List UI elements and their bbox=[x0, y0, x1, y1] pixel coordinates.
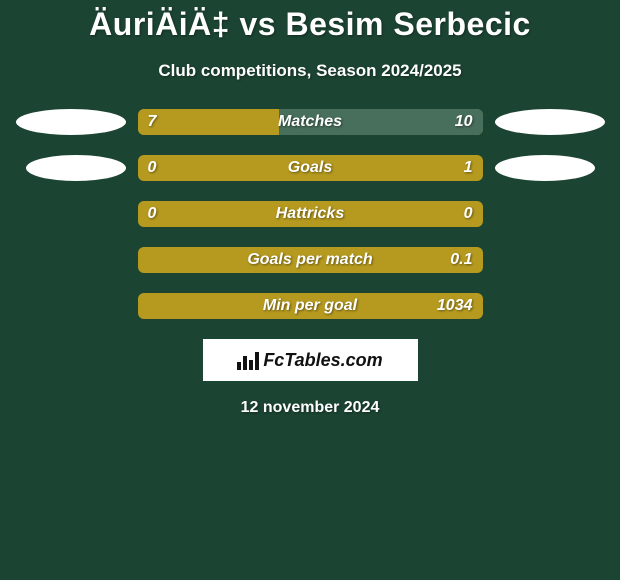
comparison-subtitle: Club competitions, Season 2024/2025 bbox=[0, 61, 620, 81]
bar-row: 01Goals bbox=[0, 155, 620, 181]
player-marker-right bbox=[495, 109, 605, 135]
brand-box: FcTables.com bbox=[203, 339, 418, 381]
date-label: 12 november 2024 bbox=[0, 399, 620, 417]
bar-chart-icon bbox=[237, 350, 259, 370]
brand-text: FcTables.com bbox=[263, 350, 382, 371]
bar-label: Hattricks bbox=[138, 201, 483, 227]
bar-label: Goals per match bbox=[138, 247, 483, 273]
stat-bar: 710Matches bbox=[138, 109, 483, 135]
bar-label: Goals bbox=[138, 155, 483, 181]
comparison-bars: 710Matches 01Goals 00Hattricks 0.1Goals per… bbox=[0, 109, 620, 319]
stat-bar: 00Hattricks bbox=[138, 201, 483, 227]
stat-bar: 0.1Goals per match bbox=[138, 247, 483, 273]
stat-bar: 1034Min per goal bbox=[138, 293, 483, 319]
bar-label: Min per goal bbox=[138, 293, 483, 319]
bar-row: 710Matches bbox=[0, 109, 620, 135]
player-marker-left bbox=[16, 109, 126, 135]
player-marker-right bbox=[495, 155, 595, 181]
stat-bar: 01Goals bbox=[138, 155, 483, 181]
bar-row: 0.1Goals per match bbox=[0, 247, 620, 273]
bar-row: 1034Min per goal bbox=[0, 293, 620, 319]
comparison-title: ÄuriÄiÄ‡ vs Besim Serbecic bbox=[0, 0, 620, 43]
player-marker-left bbox=[26, 155, 126, 181]
bar-label: Matches bbox=[138, 109, 483, 135]
bar-row: 00Hattricks bbox=[0, 201, 620, 227]
